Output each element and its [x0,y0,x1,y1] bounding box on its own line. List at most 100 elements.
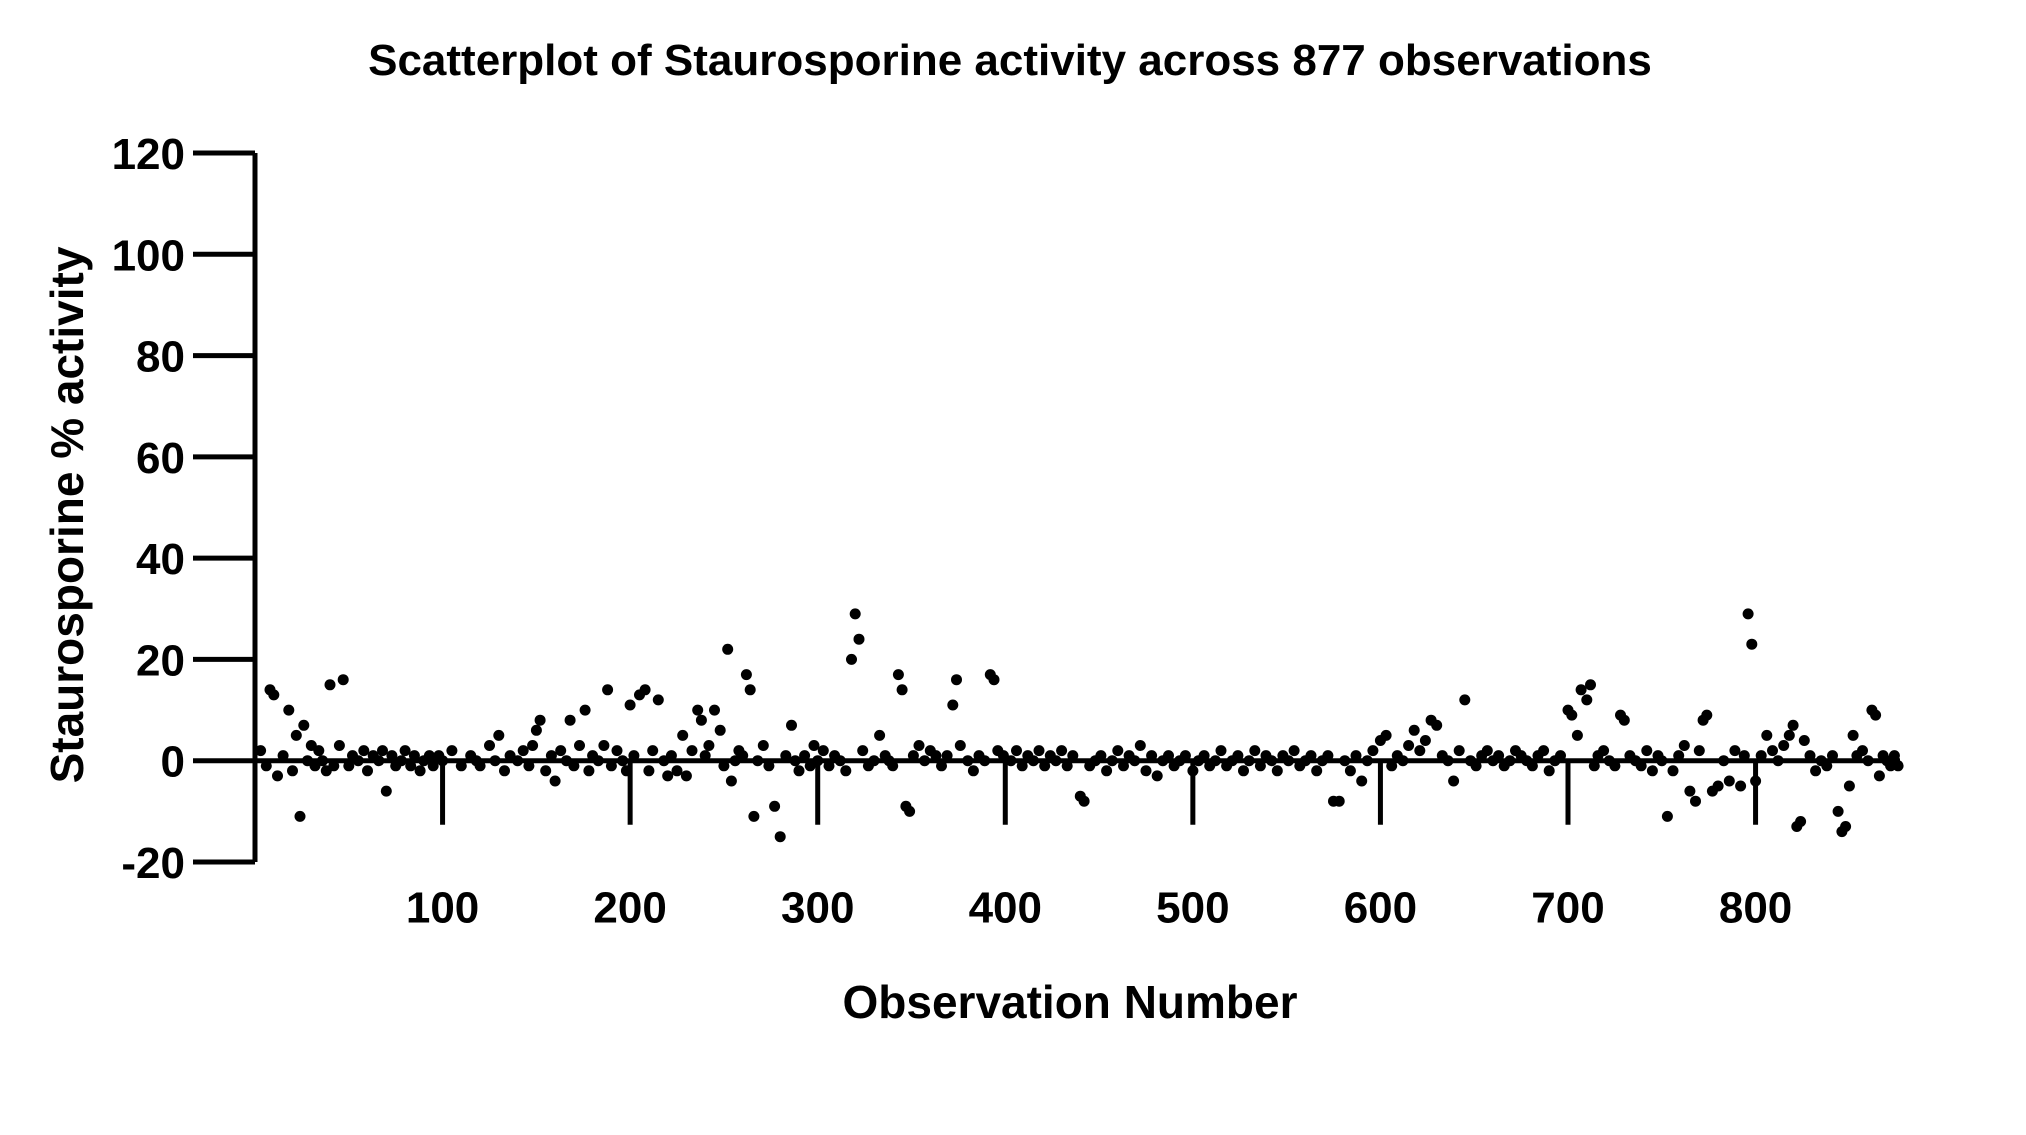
data-point [1339,755,1351,767]
data-point [1140,765,1152,777]
data-point [812,755,824,767]
data-point [1778,740,1790,751]
data-point [725,775,737,787]
data-point [1367,745,1379,757]
data-point [1742,608,1754,620]
data-point [333,740,345,751]
x-tick-label: 800 [1719,884,1792,933]
data-point [1888,750,1900,762]
data-point [1723,775,1735,787]
data-point [643,765,655,777]
data-point [328,760,340,772]
data-point [399,745,411,757]
data-point [624,699,636,711]
data-point [628,750,640,762]
data-point [1693,745,1705,757]
x-tick-label: 300 [781,884,854,933]
data-point [1581,694,1593,706]
data-point [1386,760,1398,772]
x-axis-label: Observation Number [843,976,1298,1028]
y-tick-label: 100 [112,231,185,280]
data-point [1892,760,1904,772]
y-axis: -20 0 20 40 60 80 100 120 [112,130,258,888]
data-point [1575,684,1587,696]
data-point [540,765,552,777]
y-tick-label: 120 [112,130,185,179]
data-point [1571,729,1583,741]
y-axis-label: Staurosporine % activity [41,246,93,783]
data-point [1738,750,1750,762]
data-point [1011,745,1022,757]
data-point [380,785,392,797]
data-points [255,608,1904,843]
data-point [313,745,325,757]
data-point [294,810,306,822]
data-point [692,704,704,716]
data-point [1646,765,1658,777]
data-point [1322,750,1334,762]
data-point [1151,770,1163,782]
data-point [793,765,805,777]
data-point [268,689,280,701]
data-point [680,770,692,782]
data-point [1198,750,1210,762]
data-point [1661,810,1673,822]
data-point [799,750,811,762]
data-point [1678,740,1690,751]
data-point [1656,755,1668,767]
data-point [1746,638,1758,650]
data-point [1755,750,1767,762]
data-point [887,760,899,772]
data-point [941,750,953,762]
data-point [1504,755,1516,767]
data-point [1585,679,1596,691]
data-point [1414,745,1426,757]
data-point [455,760,467,772]
x-tick-label: 700 [1531,884,1604,933]
y-tick-label: 60 [136,434,185,483]
data-point [892,669,904,681]
data-point [386,750,398,762]
data-point [786,719,797,731]
data-point [1442,755,1454,767]
data-point [324,679,336,691]
data-point [583,765,595,777]
data-point [808,740,820,751]
data-point [695,714,707,726]
data-point [947,699,959,711]
data-point [834,755,846,767]
x-tick-label: 400 [969,884,1042,933]
data-point [1146,750,1158,762]
data-point [722,643,734,655]
data-point [523,760,535,772]
x-tick-label: 100 [406,884,479,933]
data-point [617,755,629,767]
data-point [1772,755,1784,767]
data-point [1350,750,1362,762]
data-point [408,750,420,762]
data-point [967,765,979,777]
data-point [951,674,962,686]
data-point [337,674,349,686]
data-point [574,740,585,751]
data-point [255,745,267,757]
data-point [769,800,781,812]
x-tick-label: 500 [1156,884,1229,933]
data-point [1067,750,1079,762]
data-point [277,750,289,762]
data-point [1419,735,1431,746]
data-point [1821,760,1833,772]
x-tick-label: 200 [593,884,666,933]
data-point [1641,745,1653,757]
data-point [1787,719,1799,731]
data-point [414,765,426,777]
data-point [1283,755,1294,767]
data-point [395,755,407,767]
data-point [1266,755,1278,767]
data-point [1847,729,1859,741]
data-point [1526,760,1538,772]
data-point [714,724,726,736]
data-point [1795,816,1807,827]
data-point [1408,724,1420,736]
